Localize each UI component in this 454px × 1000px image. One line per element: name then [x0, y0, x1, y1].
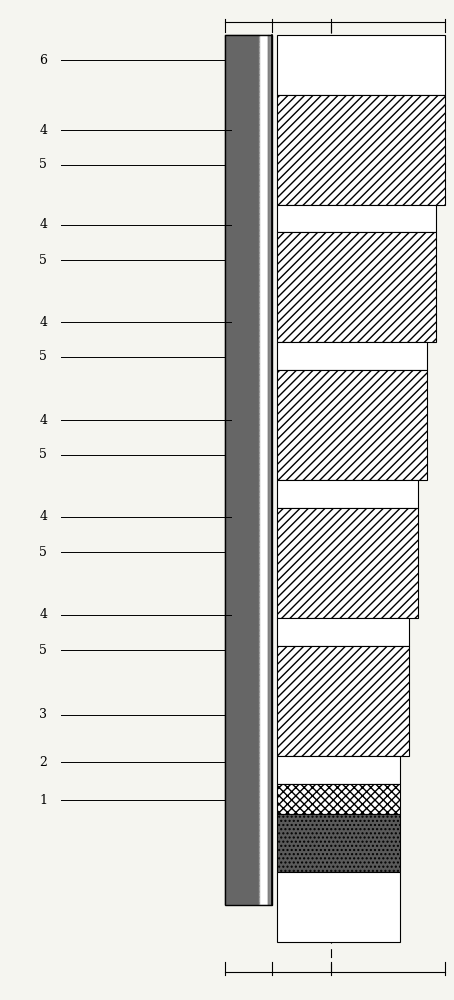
Bar [277, 646, 409, 756]
Text: 2: 2 [39, 756, 47, 768]
Bar [277, 370, 427, 480]
Text: 4: 4 [39, 123, 47, 136]
Bar [277, 205, 436, 232]
Bar [277, 508, 418, 618]
Bar [277, 95, 445, 205]
Text: 5: 5 [39, 158, 47, 172]
Text: 4: 4 [39, 414, 47, 426]
Bar [277, 35, 445, 95]
Bar [268, 35, 272, 905]
Bar [277, 756, 400, 784]
Text: 5: 5 [39, 448, 47, 462]
Bar [277, 232, 436, 342]
Text: 6: 6 [39, 53, 47, 66]
Text: 5: 5 [39, 351, 47, 363]
Text: 5: 5 [39, 644, 47, 656]
Text: 3: 3 [39, 708, 47, 722]
Bar [260, 35, 268, 905]
Text: 5: 5 [39, 253, 47, 266]
Bar [277, 618, 409, 646]
Text: 4: 4 [39, 219, 47, 232]
Bar [277, 342, 427, 370]
Text: 4: 4 [39, 316, 47, 328]
Text: 4: 4 [39, 510, 47, 524]
Text: 4: 4 [39, 608, 47, 621]
Bar [277, 872, 400, 942]
Bar [259, 35, 260, 905]
Bar [225, 35, 272, 905]
Bar [277, 814, 400, 872]
Text: 5: 5 [39, 546, 47, 558]
Bar [277, 784, 400, 814]
Text: 1: 1 [39, 794, 47, 806]
Bar [277, 480, 418, 508]
Bar [225, 35, 259, 905]
